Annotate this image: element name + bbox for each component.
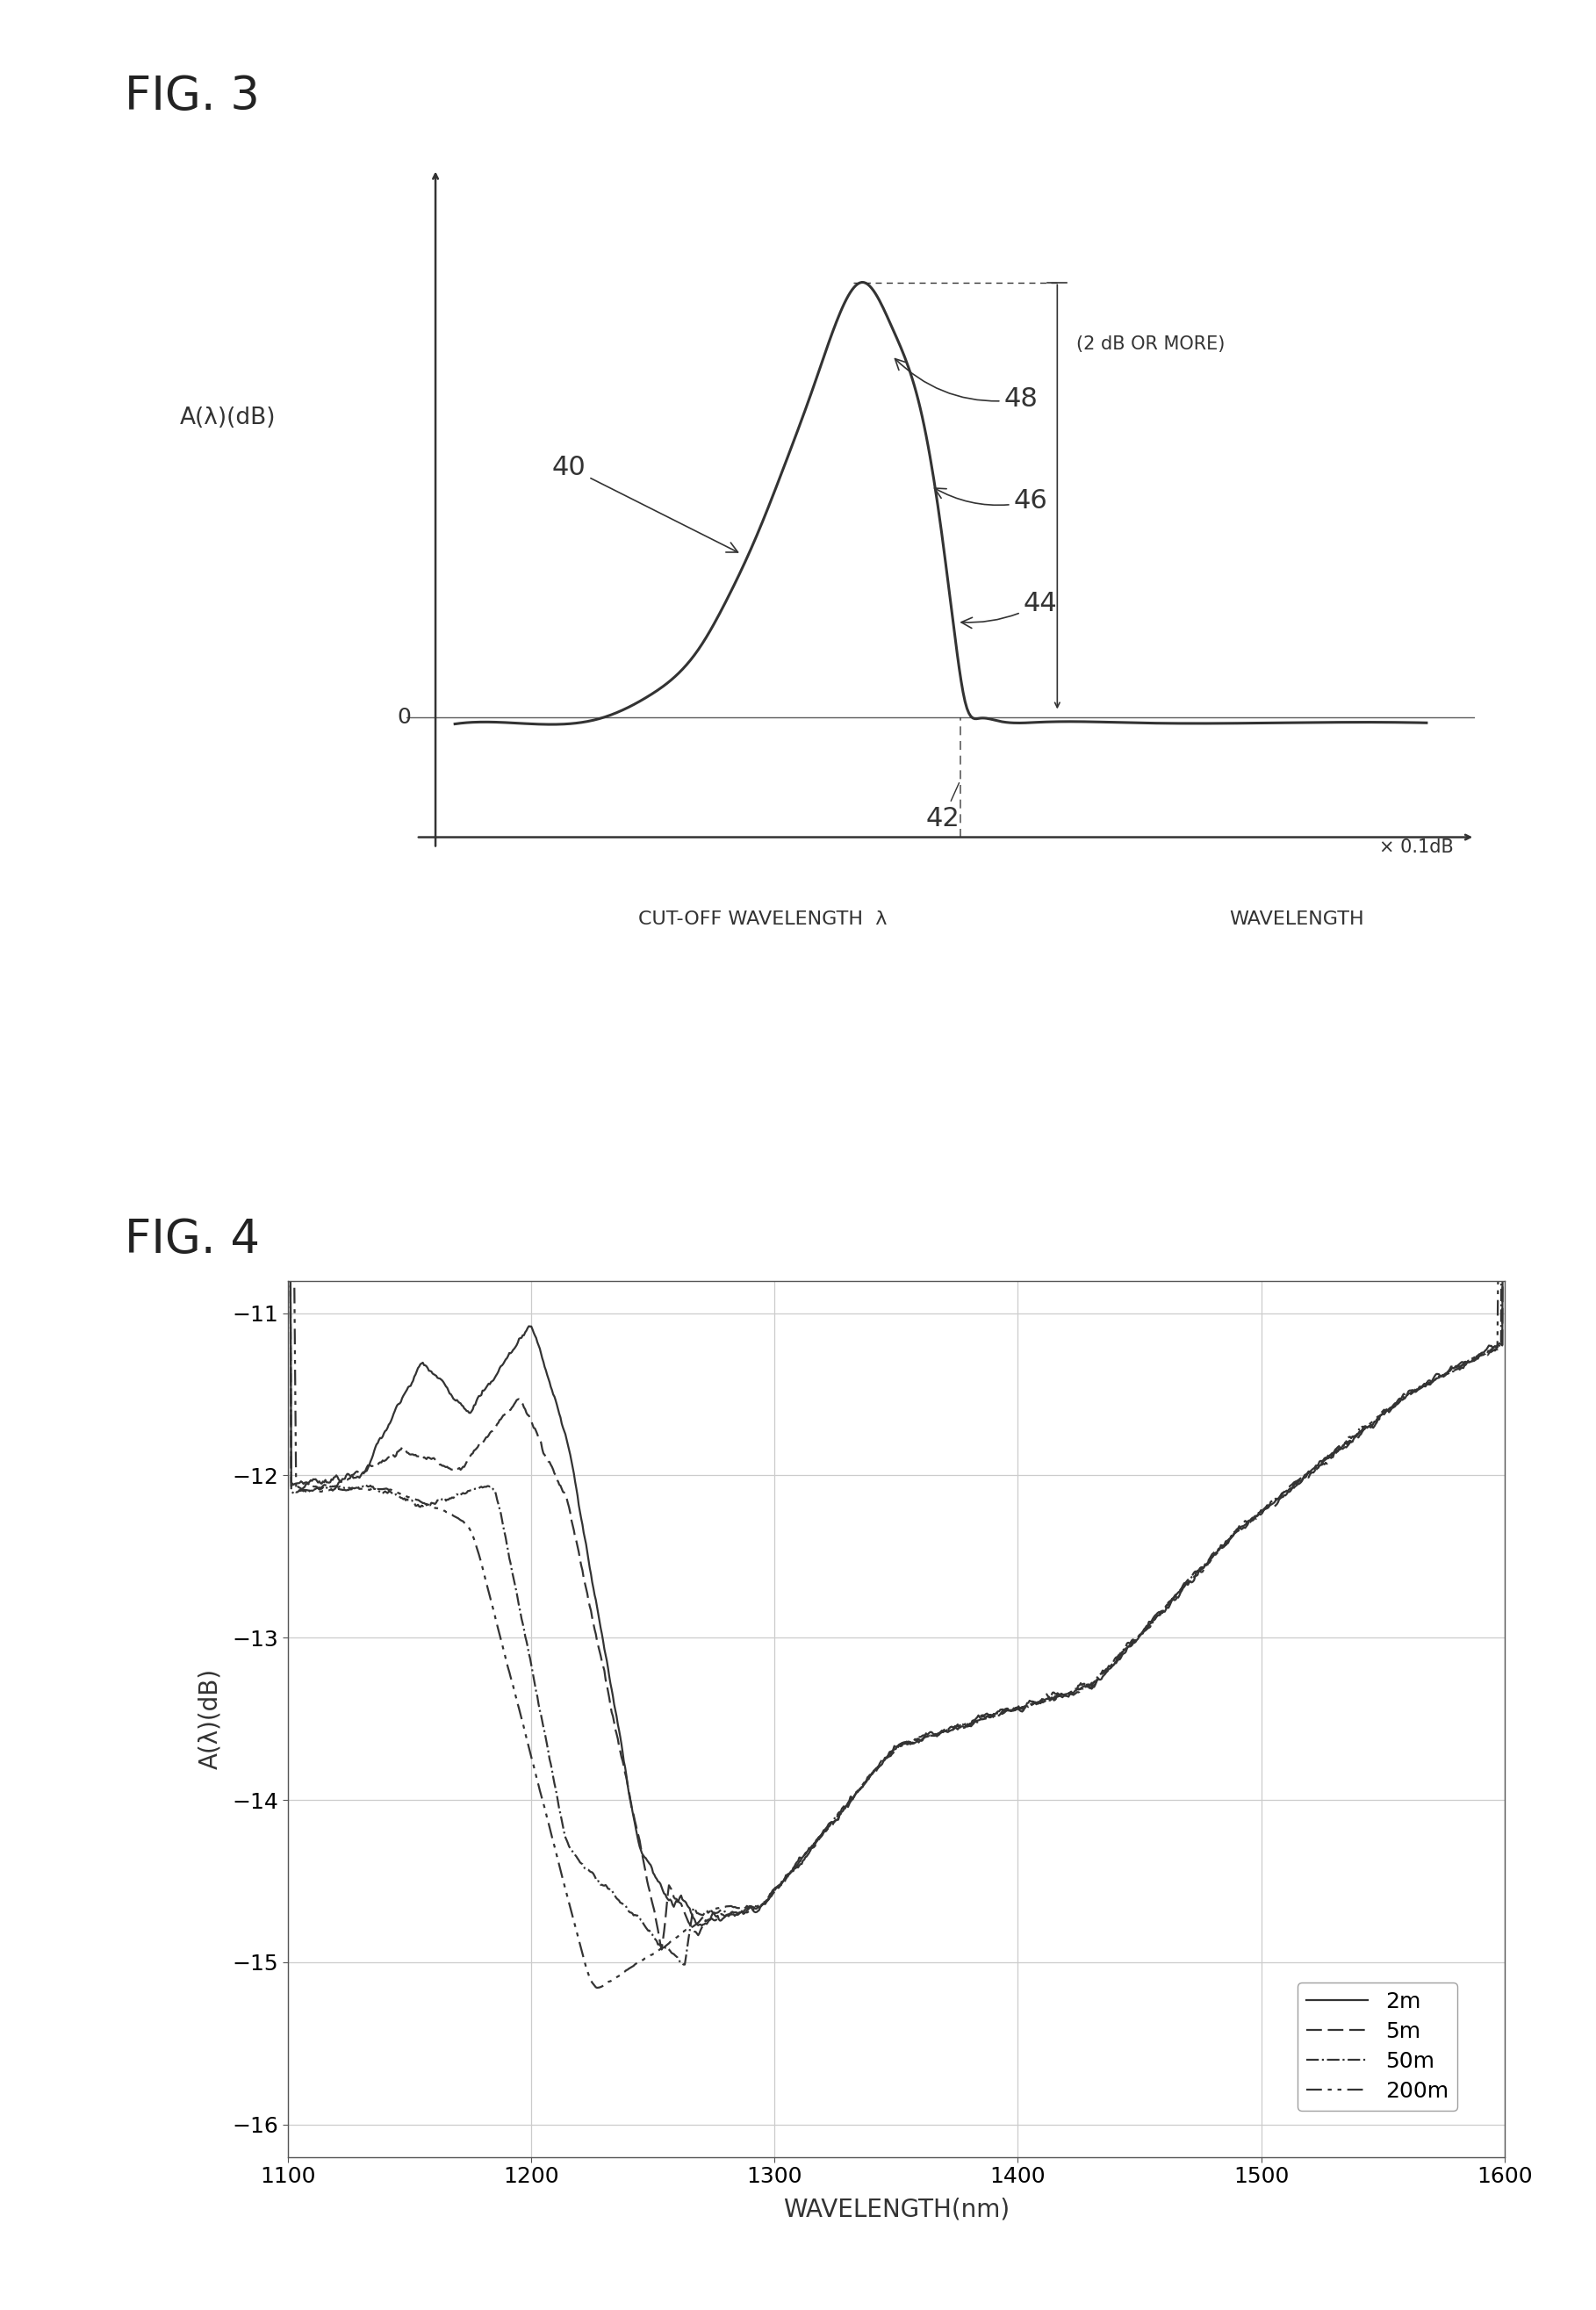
- Text: A(λ)(dB): A(λ)(dB): [180, 407, 276, 430]
- Text: CUT-OFF WAVELENGTH  λ: CUT-OFF WAVELENGTH λ: [638, 910, 887, 929]
- Text: WAVELENGTH: WAVELENGTH: [1229, 910, 1365, 929]
- Text: FIG. 3: FIG. 3: [124, 74, 260, 120]
- Text: FIG. 4: FIG. 4: [124, 1217, 260, 1261]
